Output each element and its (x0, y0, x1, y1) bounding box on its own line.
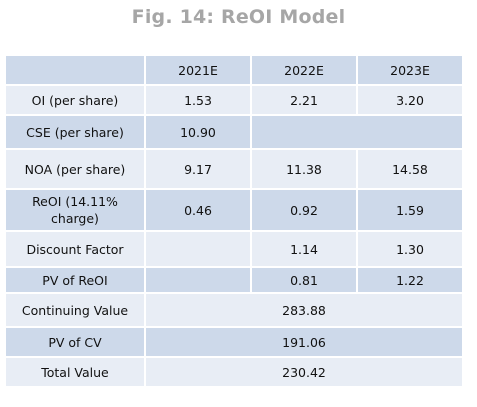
row-reoi: ReOI (14.11% charge) 0.46 0.92 1.59 (4, 188, 464, 232)
header-2023e: 2023E (356, 54, 464, 86)
row-label: NOA (per share) (4, 148, 146, 190)
cell-empty-merged (250, 114, 464, 150)
cell-2021e-empty (144, 230, 252, 268)
row-label: Continuing Value (4, 292, 146, 328)
header-row: 2021E 2022E 2023E (4, 54, 464, 86)
cell-2022e: 11.38 (250, 148, 358, 190)
row-pv-cv: PV of CV 191.06 (4, 326, 464, 358)
cell-merged-value: 230.42 (144, 356, 464, 388)
cell-2021e: 10.90 (144, 114, 252, 150)
row-label: PV of ReOI (4, 266, 146, 294)
header-2021e: 2021E (144, 54, 252, 86)
cell-2021e: 1.53 (144, 84, 252, 116)
cell-2022e: 0.92 (250, 188, 358, 232)
cell-2023e: 3.20 (356, 84, 464, 116)
cell-2023e: 1.22 (356, 266, 464, 294)
header-empty-cell (4, 54, 146, 86)
row-pv-reoi: PV of ReOI 0.81 1.22 (4, 266, 464, 294)
cell-2022e: 0.81 (250, 266, 358, 294)
reoi-model-table: 2021E 2022E 2023E OI (per share) 1.53 2.… (4, 54, 464, 388)
row-cse: CSE (per share) 10.90 (4, 114, 464, 150)
row-label: Total Value (4, 356, 146, 388)
row-label-line2: charge) (51, 211, 99, 226)
cell-2021e-empty (144, 266, 252, 294)
cell-2021e: 0.46 (144, 188, 252, 232)
row-total-value: Total Value 230.42 (4, 356, 464, 388)
figure-title: Fig. 14: ReOI Model (131, 6, 346, 28)
row-label-reoi: ReOI (14.11% charge) (4, 188, 146, 232)
row-continuing-value: Continuing Value 283.88 (4, 292, 464, 328)
cell-2023e: 1.59 (356, 188, 464, 232)
row-discount-factor: Discount Factor 1.14 1.30 (4, 230, 464, 268)
row-label: CSE (per share) (4, 114, 146, 150)
header-2022e: 2022E (250, 54, 358, 86)
cell-2023e: 1.30 (356, 230, 464, 268)
row-noa: NOA (per share) 9.17 11.38 14.58 (4, 148, 464, 190)
row-oi: OI (per share) 1.53 2.21 3.20 (4, 84, 464, 116)
row-label: OI (per share) (4, 84, 146, 116)
cell-merged-value: 191.06 (144, 326, 464, 358)
row-label-line1: ReOI (14.11% (32, 194, 118, 209)
cell-merged-value: 283.88 (144, 292, 464, 328)
cell-2022e: 2.21 (250, 84, 358, 116)
row-label: Discount Factor (4, 230, 146, 268)
row-label: PV of CV (4, 326, 146, 358)
cell-2023e: 14.58 (356, 148, 464, 190)
cell-2021e: 9.17 (144, 148, 252, 190)
cell-2022e: 1.14 (250, 230, 358, 268)
